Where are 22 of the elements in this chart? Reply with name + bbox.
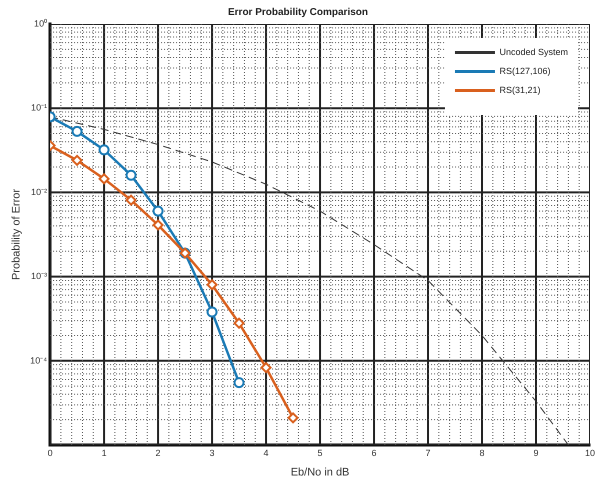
y-tick-label: 10⁻⁴ (30, 355, 48, 366)
x-tick-label: 0 (48, 448, 53, 458)
x-tick-label: 10 (584, 448, 595, 458)
y-axis-title: Probability of Error (10, 188, 23, 280)
x-tick-label: 5 (318, 448, 323, 458)
x-tick-label: 4 (264, 448, 269, 458)
x-tick-label: 6 (372, 448, 377, 458)
x-tick-label: 1 (102, 448, 107, 458)
y-tick-label: 10⁻¹ (31, 102, 48, 113)
x-tick-label: 8 (480, 448, 485, 458)
x-tick-label: 7 (426, 448, 431, 458)
legend-label: RS(127,106) (499, 66, 550, 76)
y-tick-label: 10⁻³ (31, 271, 48, 282)
x-tick-label: 9 (533, 448, 539, 458)
x-tick-label: 2 (156, 448, 161, 458)
legend-label: Uncoded System (499, 46, 568, 57)
x-tick-label: 3 (210, 448, 215, 458)
chart-title: Error Probability Comparison (228, 6, 368, 18)
x-axis-title: Eb/No in dB (290, 466, 350, 478)
y-tick-label: 10⁻² (31, 186, 48, 197)
y-tick-label: 10⁰ (34, 18, 48, 28)
legend-label: RS(31,21) (499, 84, 540, 95)
